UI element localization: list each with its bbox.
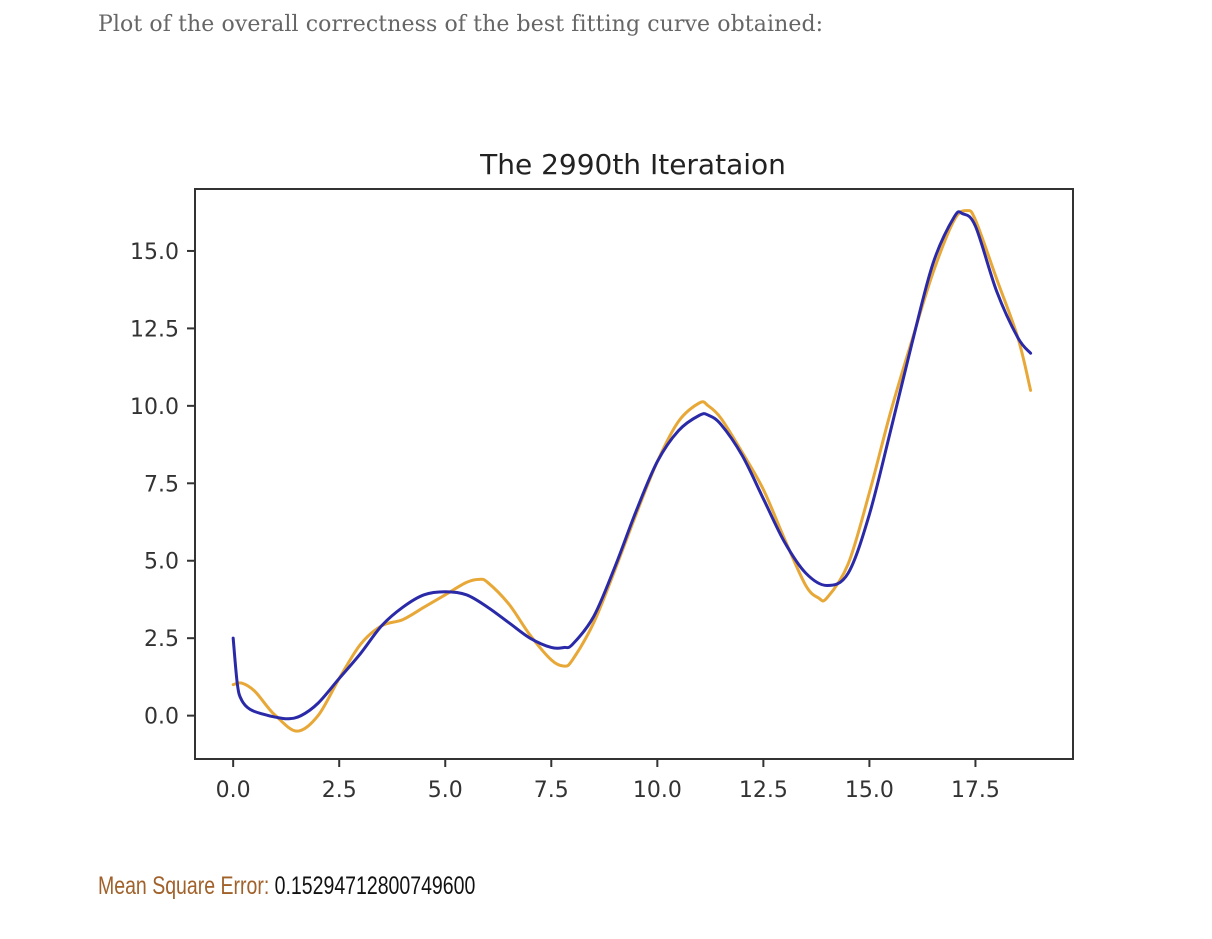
y-tick-label: 0.0 [144,705,179,730]
mse-value: 0.15294712800749600 [274,872,476,900]
y-tick-label: 5.0 [144,550,179,575]
plot-frame [194,188,1074,760]
y-tick-label: 10.0 [130,395,179,420]
y-tick-label: 12.5 [130,317,179,342]
mse-readout: Mean Square Error: 0.15294712800749600 [98,872,475,901]
chart-title: The 2990th Iterataion [479,148,786,181]
series-line-target [231,209,1033,733]
x-tick-label: 10.0 [633,778,682,803]
mse-label: Mean Square Error: [98,872,270,900]
x-tick-label: 17.5 [951,778,1000,803]
x-tick-label: 5.0 [428,778,463,803]
y-tick-label: 7.5 [144,472,179,497]
plot-layer [231,209,1033,733]
y-tick-label: 15.0 [130,240,179,265]
caption-text: Plot of the overall correctness of the b… [98,12,824,37]
axis-layer: 0.0 2.5 5.0 7.5 10.0 12.5 15.0 17.5 0.0 2.5 5.0 7.5… [130,240,1000,803]
x-tick-label: 15.0 [845,778,894,803]
x-tick-label: 2.5 [322,778,357,803]
x-tick-label: 0.0 [216,778,251,803]
x-tick-label: 7.5 [534,778,569,803]
series-line-fit [231,210,1033,721]
x-tick-label: 12.5 [739,778,788,803]
y-tick-label: 2.5 [144,627,179,652]
